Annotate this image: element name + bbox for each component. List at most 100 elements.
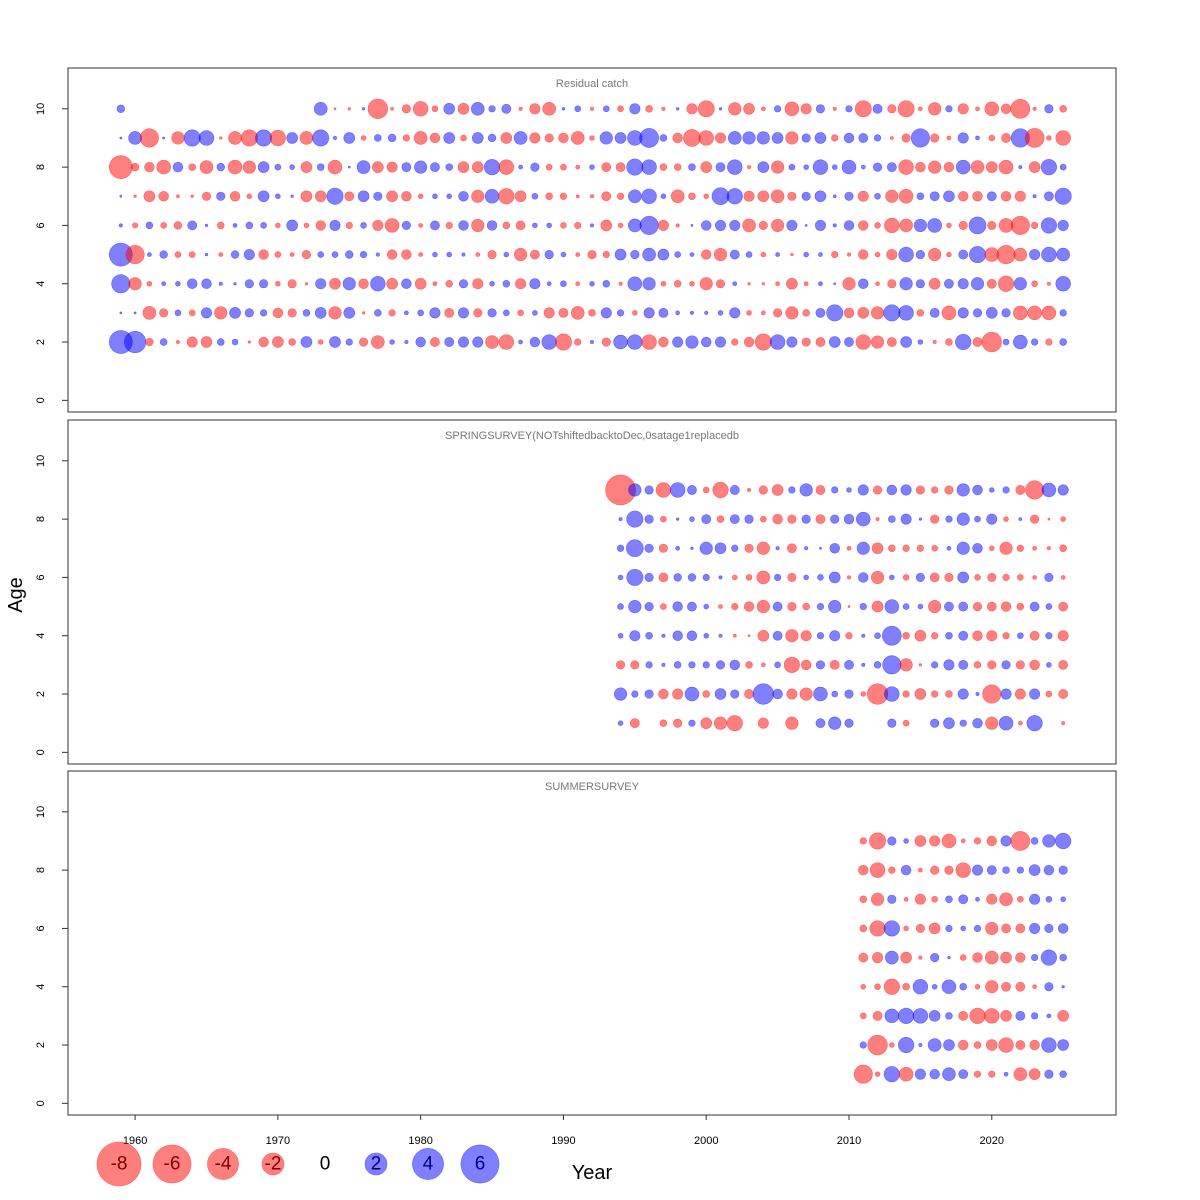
bubble-negative [870, 892, 885, 906]
bubble-positive [1001, 308, 1011, 318]
bubble-positive [872, 162, 883, 172]
bubble-positive [729, 219, 741, 231]
bubble-negative [1014, 688, 1026, 700]
bubble-negative [514, 190, 527, 203]
bubble-positive [943, 190, 955, 203]
bubble-positive [471, 132, 484, 144]
bubble-negative [986, 278, 997, 289]
bubble-negative [712, 481, 729, 499]
bubble-positive [957, 307, 969, 319]
bubble-positive [645, 661, 653, 669]
bubble-negative [732, 574, 738, 581]
bubble-positive [626, 510, 644, 528]
bubble-negative [986, 835, 998, 847]
bubble-positive [118, 223, 123, 228]
bubble-positive [312, 129, 330, 147]
bubble-negative [930, 514, 940, 524]
bubble-negative [974, 574, 981, 581]
bubble-positive [361, 107, 366, 111]
bubble-negative [957, 1039, 969, 1051]
bubble-negative [973, 1041, 982, 1049]
bubble-negative [358, 278, 369, 289]
bubble-negative [745, 574, 753, 581]
bubble-positive [718, 107, 723, 111]
bubble-positive [360, 222, 367, 229]
bubble-negative [982, 684, 1002, 704]
bubble-negative [742, 218, 756, 233]
bubble-negative [987, 572, 997, 582]
bubble-negative [1002, 632, 1010, 640]
bubble-positive [887, 836, 897, 846]
bubble-negative [899, 658, 913, 672]
x-axis: 1960 1970 1980 1990 2000 2010 2020 [123, 1115, 1004, 1147]
bubble-positive [589, 223, 595, 228]
bubble-positive [1003, 1071, 1009, 1077]
bubble-negative [1013, 1067, 1028, 1082]
bubble-positive [1029, 249, 1041, 261]
bubble-positive [133, 311, 137, 315]
legend-bubble [364, 1152, 388, 1176]
bubble-positive [688, 163, 696, 171]
bubble-negative [1058, 601, 1069, 612]
bubble-positive [913, 218, 927, 233]
bubble-negative [718, 604, 723, 609]
x-axis-label: Year [572, 1162, 613, 1184]
bubble-positive [443, 132, 456, 144]
panels: Residual catch 0 2 4 6 8 10 SPRINGSURVEY(NOTshi… [35, 67, 1117, 1116]
bubble-positive [446, 251, 452, 258]
bubble-negative [1031, 280, 1038, 288]
bubble-negative [1032, 575, 1037, 580]
bubble-positive [626, 158, 644, 176]
bubble-negative [602, 250, 610, 259]
panel-frame [67, 67, 1117, 413]
bubble-positive [843, 132, 855, 144]
legend-label: -8 [111, 1154, 128, 1175]
bubble-negative [661, 106, 666, 111]
bubble-negative [985, 980, 999, 994]
bubble-negative [700, 249, 712, 260]
bubble-positive [1041, 1037, 1057, 1053]
bubble-positive [1002, 866, 1010, 874]
bubble-positive [772, 688, 783, 700]
bubble-positive [975, 691, 980, 697]
bubble-negative [258, 336, 269, 348]
bubble-negative [360, 135, 367, 141]
bubble-positive [1055, 832, 1072, 850]
bubble-positive [887, 894, 897, 904]
bubble-positive [943, 1039, 955, 1051]
bubble-negative [1001, 133, 1011, 143]
bubble-positive [689, 310, 694, 315]
bubble-negative [388, 309, 396, 317]
bubble-positive [803, 251, 809, 258]
bubble-positive [574, 105, 582, 113]
bubble-negative [514, 247, 528, 262]
bubble-negative [957, 103, 969, 115]
bubble-positive [704, 310, 709, 315]
bubble-negative [275, 280, 281, 287]
bubble-negative [1015, 660, 1025, 670]
bubble-positive [488, 105, 496, 113]
bubble-negative [800, 630, 812, 642]
bubble-negative [1015, 981, 1026, 992]
bubble-positive [774, 105, 782, 113]
bubble-negative [916, 544, 925, 552]
bubble-positive [244, 308, 254, 318]
bubble-positive [616, 309, 625, 317]
bubble-negative [745, 661, 753, 669]
bubble-positive [561, 107, 566, 111]
bubble-positive [641, 159, 657, 175]
bubble-positive [874, 632, 881, 640]
bubble-positive [970, 277, 985, 291]
bubble-negative [998, 1037, 1014, 1053]
bubble-negative [327, 159, 343, 175]
bubble-positive [918, 517, 923, 521]
bubble-positive [414, 160, 428, 174]
legend-item: -6 [152, 1144, 192, 1184]
bubble-positive [458, 279, 469, 289]
bubble-positive [703, 632, 709, 639]
bubble-negative [773, 308, 783, 318]
bubble-negative [984, 101, 1000, 117]
bubble-negative [747, 165, 752, 170]
bubble-negative [432, 281, 438, 287]
bubble-negative [529, 249, 540, 260]
